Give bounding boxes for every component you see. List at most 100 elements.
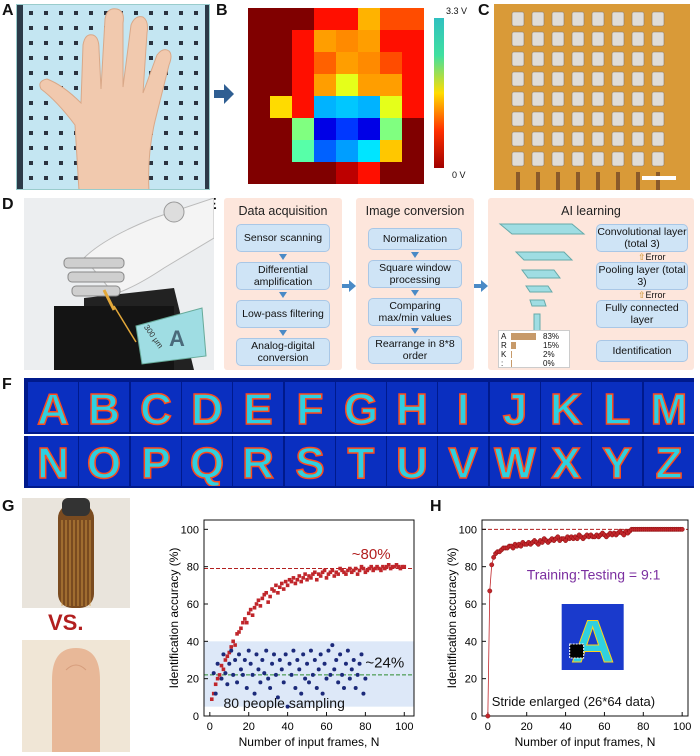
annotation-24pct: ~24% [365, 654, 404, 671]
data-point [355, 572, 360, 576]
data-point [254, 652, 259, 657]
data-point [342, 686, 346, 690]
svg-text:D: D [191, 385, 223, 432]
data-point [258, 604, 263, 608]
data-point [301, 576, 305, 580]
svg-text:V: V [449, 439, 479, 486]
letter-heatmap-h: H [387, 382, 438, 435]
heatmap-cell [270, 52, 292, 74]
annotation-sampling: 80 people sampling [223, 695, 344, 711]
data-point [384, 564, 389, 569]
data-point [295, 577, 300, 582]
data-point [241, 620, 245, 625]
data-point [375, 564, 379, 569]
data-point [289, 672, 294, 677]
pressure-heatmap: 3.3 V 0 V [228, 4, 483, 190]
svg-text:X: X [551, 439, 580, 486]
colorbar-min-label: 0 V [452, 170, 466, 180]
heatmap-cell [248, 140, 270, 162]
heatmap-cell [358, 140, 380, 162]
heatmap-cell [314, 118, 336, 140]
data-point [276, 591, 280, 595]
data-point [353, 566, 358, 571]
y-tick-label: 100 [181, 524, 199, 536]
letter-heatmap-x: X [541, 436, 591, 489]
data-point [256, 598, 261, 603]
data-point [213, 682, 218, 687]
data-point [233, 643, 237, 647]
data-point [305, 577, 309, 582]
data-point [239, 626, 243, 631]
x-tick-label: 20 [243, 721, 255, 733]
data-point [330, 643, 335, 648]
data-point [396, 564, 401, 569]
heatmap-cell [270, 162, 292, 184]
data-point [320, 691, 325, 696]
data-acquisition-box: Data acquisition Sensor scanning Differe… [224, 198, 342, 370]
down-arrow-icon [411, 328, 419, 334]
probability-row: K 2% [501, 350, 569, 359]
panel-letter-a: A [2, 2, 14, 19]
data-point [343, 661, 348, 666]
heatmap-cell [380, 30, 402, 52]
heatmap-cell [336, 52, 358, 74]
data-point [316, 572, 321, 576]
data-point [272, 589, 276, 593]
data-point [235, 680, 240, 685]
heatmap-cell [314, 52, 336, 74]
data-point [264, 591, 269, 595]
data-point [285, 704, 290, 709]
data-point [238, 667, 243, 672]
heatmap-cell [314, 140, 336, 162]
heatmap-cell [402, 30, 424, 52]
data-point [217, 673, 222, 677]
data-point [278, 585, 282, 589]
data-point [252, 691, 257, 696]
letter-heatmap-o: O [79, 436, 130, 489]
heatmap-cell [380, 96, 402, 118]
data-point [246, 611, 251, 616]
y-tick-label: 0 [471, 711, 477, 723]
data-point [373, 566, 377, 571]
heatmap-cell [358, 30, 380, 52]
heatmap-cell [336, 30, 358, 52]
heatmap-cell [380, 52, 402, 74]
heatmap-cell [380, 8, 402, 30]
y-tick-label: 20 [187, 674, 199, 686]
image-conversion-box: Image conversion Normalization Square wi… [356, 198, 474, 370]
data-point [273, 672, 278, 677]
step-differential-amplification: Differential amplification [236, 262, 330, 290]
svg-text:L: L [604, 385, 631, 432]
data-point [283, 652, 288, 657]
data-point [279, 667, 284, 672]
heatmap-cell [270, 96, 292, 118]
data-point [398, 566, 403, 571]
data-point [235, 632, 239, 636]
down-arrow-icon [279, 254, 287, 260]
data-point [334, 658, 339, 662]
data-point [227, 650, 232, 655]
data-point [254, 602, 259, 606]
letter-heatmap-d: D [181, 382, 232, 435]
heatmap-cell [358, 74, 380, 96]
data-point [266, 600, 270, 604]
y-tick-label: 100 [459, 524, 477, 536]
heatmap-cell [402, 162, 424, 184]
data-point [363, 570, 368, 575]
data-point [326, 572, 331, 576]
letter-heatmap-p: P [130, 436, 181, 489]
data-point [237, 652, 241, 657]
data-point [283, 579, 288, 584]
data-point [277, 658, 282, 662]
data-point [231, 672, 236, 677]
data-point [250, 672, 255, 677]
step-fully-connected: Fully connected layer [596, 300, 688, 328]
letter-heatmap-n: N [28, 436, 78, 489]
probability-bar [511, 342, 516, 349]
step-analog-digital-conversion: Analog-digital conversion [236, 338, 330, 366]
data-point [349, 667, 354, 672]
letter-heatmap-f: F [284, 382, 335, 435]
svg-text:E: E [244, 385, 273, 432]
data-point [348, 566, 352, 571]
x-axis-label: Number of input frames, N [515, 735, 656, 749]
